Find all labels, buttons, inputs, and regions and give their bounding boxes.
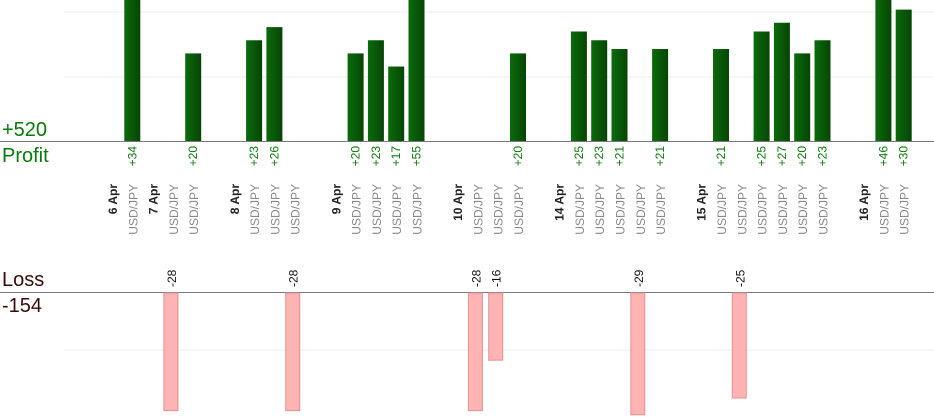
loss-total: -154	[2, 295, 43, 317]
loss-bar	[163, 292, 179, 412]
profit-value-label: +25	[755, 146, 769, 167]
pair-label: USD/JPY	[735, 184, 749, 235]
pair-label: USD/JPY	[471, 184, 485, 235]
profit-value-label: +26	[267, 146, 281, 167]
pair-label: USD/JPY	[796, 184, 810, 235]
pair-label: USD/JPY	[877, 184, 891, 235]
pair-label: USD/JPY	[898, 184, 912, 235]
pair-label: USD/JPY	[634, 184, 648, 235]
profit-value-label: +23	[247, 146, 261, 167]
profit-value-label: +34	[125, 146, 139, 167]
loss-value-label: -28	[287, 269, 301, 287]
profit-bar	[347, 53, 364, 141]
pair-label: USD/JPY	[654, 184, 668, 235]
date-label: 14 Apr	[553, 184, 567, 221]
profit-value-label: +30	[897, 146, 911, 167]
pair-label: USD/JPY	[512, 184, 526, 235]
profit-value-label: +55	[410, 146, 424, 167]
loss-bar	[488, 292, 504, 361]
pair-label: USD/JPY	[492, 184, 506, 235]
pair-label: USD/JPY	[411, 184, 425, 235]
pair-label: USD/JPY	[350, 184, 364, 235]
profit-bar	[510, 53, 526, 141]
loss-bar	[731, 292, 747, 399]
date-label: 10 Apr	[451, 184, 465, 221]
profit-total: +520	[2, 119, 48, 141]
profit-bar	[408, 0, 425, 141]
profit-bar	[185, 53, 202, 141]
profit-bar	[753, 31, 770, 141]
loss-value-label: -16	[490, 269, 504, 287]
pair-label: USD/JPY	[715, 184, 729, 235]
profit-bar	[875, 0, 892, 141]
profit-bar	[246, 40, 263, 142]
loss-bar	[630, 292, 646, 416]
date-label: 9 Apr	[329, 184, 343, 215]
profit-bar	[388, 66, 405, 141]
profit-bar	[773, 22, 790, 142]
profit-bar	[367, 40, 384, 142]
pair-label: USD/JPY	[593, 184, 607, 235]
loss-bar	[285, 292, 301, 412]
pair-label: USD/JPY	[289, 184, 303, 235]
profit-value-label: +20	[795, 146, 809, 167]
profit-value-label: +21	[653, 146, 667, 167]
date-label: 7 Apr	[147, 184, 161, 215]
profit-bar	[713, 49, 729, 141]
pair-label: USD/JPY	[756, 184, 770, 235]
profit-bar	[591, 40, 608, 142]
pair-label: USD/JPY	[187, 184, 201, 235]
pair-label: USD/JPY	[268, 184, 282, 235]
profit-bar	[611, 49, 628, 141]
profit-value-label: +21	[714, 146, 728, 167]
profit-value-label: +17	[389, 146, 403, 167]
profit-value-label: +27	[775, 146, 789, 167]
pair-label: USD/JPY	[126, 184, 140, 235]
loss-value-label: -28	[165, 269, 179, 287]
pair-label: USD/JPY	[248, 184, 262, 235]
date-label: 6 Apr	[106, 184, 120, 215]
date-label: 16 Apr	[857, 184, 871, 221]
pair-label: USD/JPY	[776, 184, 790, 235]
profit-value-label: +21	[613, 146, 627, 167]
profit-bar	[895, 9, 912, 141]
pair-label: USD/JPY	[614, 184, 628, 235]
profit-value-label: +20	[511, 146, 525, 167]
loss-value-label: -25	[733, 269, 747, 287]
loss-label: Loss	[2, 269, 45, 291]
profit-bar	[266, 27, 283, 141]
pair-label: USD/JPY	[573, 184, 587, 235]
profit-value-label: +20	[186, 146, 200, 167]
profit-value-label: +23	[592, 146, 606, 167]
pair-label: USD/JPY	[817, 184, 831, 235]
date-label: 15 Apr	[695, 184, 709, 221]
profit-value-label: +23	[369, 146, 383, 167]
profit-value-label: +23	[816, 146, 830, 167]
profit-bar	[794, 53, 811, 141]
profit-bar	[570, 31, 587, 141]
profit-bar	[814, 40, 831, 142]
pair-label: USD/JPY	[167, 184, 181, 235]
profit-value-label: +25	[572, 146, 586, 167]
pair-label: USD/JPY	[390, 184, 404, 235]
pair-label: USD/JPY	[370, 184, 384, 235]
loss-bar	[467, 292, 483, 412]
profit-bar	[652, 49, 669, 141]
profit-bar	[124, 0, 141, 141]
bar-layer	[124, 0, 912, 416]
label-layer: 6 Apr USD/JPY +34 7 Apr USD/JPY -28 USD/JPY +20…	[106, 146, 912, 287]
date-label: 8 Apr	[228, 184, 242, 215]
loss-value-label: -28	[469, 269, 483, 287]
profit-value-label: +46	[876, 146, 890, 167]
profit-label: Profit	[2, 145, 49, 167]
profit-value-label: +20	[349, 146, 363, 167]
loss-value-label: -29	[632, 269, 646, 287]
